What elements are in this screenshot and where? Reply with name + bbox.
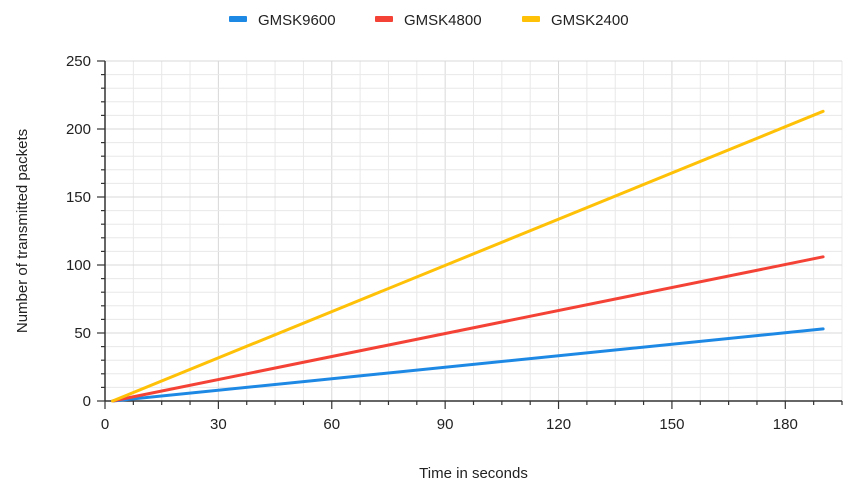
- grid: [104, 60, 843, 402]
- series-line-gmsk2400: [111, 109, 825, 403]
- y-tick-label: 0: [83, 393, 91, 410]
- x-tick-label: 90: [437, 416, 454, 433]
- legend-swatch-gmsk4800: [375, 16, 393, 22]
- y-tick-label: 100: [66, 257, 91, 274]
- legend-label-gmsk4800: GMSK4800: [404, 12, 482, 29]
- legend-swatch-gmsk9600: [229, 16, 247, 22]
- series-line-gmsk9600: [111, 327, 825, 403]
- y-tick-label: 250: [66, 53, 91, 70]
- x-tick-label: 30: [210, 416, 227, 433]
- legend-swatch-gmsk2400: [522, 16, 540, 22]
- x-tick-label: 60: [323, 416, 340, 433]
- legend-label-gmsk2400: GMSK2400: [551, 12, 629, 29]
- legend-label-gmsk9600: GMSK9600: [258, 12, 336, 29]
- y-axis-title: Number of transmitted packets: [14, 129, 31, 333]
- series-line-gmsk4800: [111, 255, 825, 403]
- axes: [97, 60, 843, 409]
- legend: GMSK9600 GMSK4800 GMSK2400: [229, 12, 629, 29]
- y-tick-label: 200: [66, 121, 91, 138]
- x-tick-label: 120: [546, 416, 571, 433]
- y-tick-label: 150: [66, 189, 91, 206]
- x-tick-label: 0: [101, 416, 109, 433]
- x-axis-title: Time in seconds: [419, 465, 528, 482]
- y-tick-label: 50: [74, 325, 91, 342]
- series-lines: [111, 109, 825, 403]
- x-tick-label: 150: [659, 416, 684, 433]
- tick-labels: 0 30 60 90 120 150 180 0 50 100 150 200 250: [66, 53, 798, 433]
- x-tick-label: 180: [773, 416, 798, 433]
